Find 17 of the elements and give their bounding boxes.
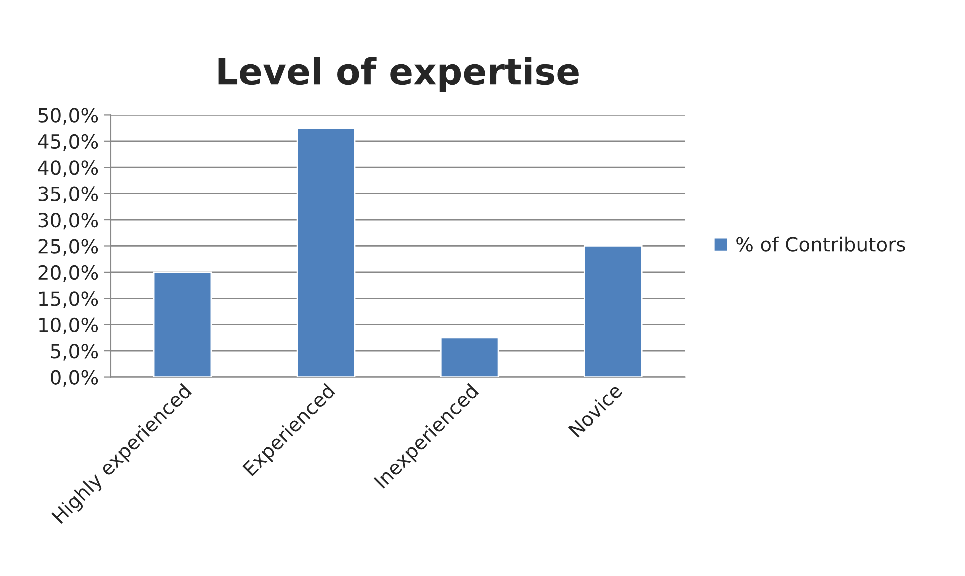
y-tick-label: 10,0%: [40, 318, 98, 335]
y-tick-label: 50,0%: [38, 108, 98, 125]
bar: [153, 272, 212, 378]
bar: [296, 128, 356, 378]
y-tick-label: 30,0%: [38, 212, 98, 230]
y-tick-label: 0,0%: [51, 370, 98, 387]
y-tick-label: 5,0%: [51, 344, 98, 361]
bar: [584, 246, 643, 378]
y-tick-label: 35,0%: [38, 186, 98, 204]
bar: [440, 337, 500, 378]
y-tick-label: 20,0%: [38, 265, 98, 282]
legend-label: % of Contributors: [736, 236, 906, 252]
chart-title: Level of expertise: [218, 57, 579, 92]
y-tick-label: 40,0%: [38, 160, 98, 178]
y-tick-label: 45,0%: [38, 134, 98, 152]
y-tick-label: 25,0%: [38, 239, 98, 256]
y-tick-label: 15,0%: [40, 292, 98, 308]
